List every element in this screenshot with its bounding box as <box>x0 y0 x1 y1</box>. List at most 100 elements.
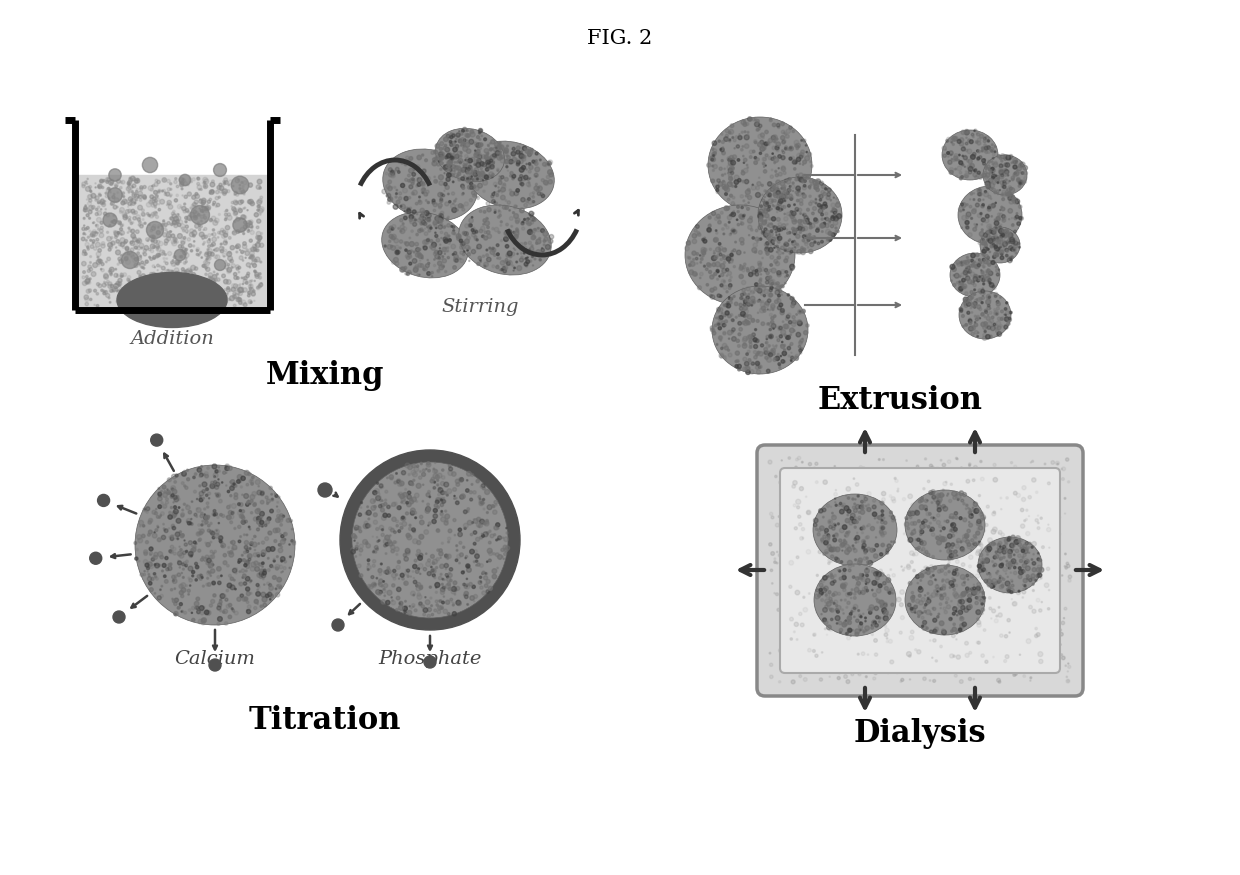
Circle shape <box>136 179 139 182</box>
Circle shape <box>145 302 150 306</box>
Circle shape <box>765 341 768 344</box>
Circle shape <box>775 300 779 304</box>
Circle shape <box>417 594 422 599</box>
Circle shape <box>533 213 534 214</box>
Circle shape <box>188 551 193 556</box>
Circle shape <box>737 206 739 208</box>
Circle shape <box>268 592 272 597</box>
Circle shape <box>844 609 848 612</box>
Circle shape <box>968 555 973 559</box>
Circle shape <box>441 601 444 604</box>
Circle shape <box>963 269 968 273</box>
Circle shape <box>950 264 955 270</box>
Circle shape <box>249 548 250 550</box>
Circle shape <box>219 610 222 612</box>
Circle shape <box>467 511 469 512</box>
Circle shape <box>947 623 950 626</box>
Circle shape <box>795 354 799 359</box>
Circle shape <box>257 490 262 495</box>
Circle shape <box>408 491 410 494</box>
Circle shape <box>813 634 815 636</box>
Circle shape <box>723 332 725 334</box>
Circle shape <box>399 219 403 222</box>
Circle shape <box>976 610 981 614</box>
Circle shape <box>503 231 508 235</box>
Circle shape <box>702 255 704 257</box>
Circle shape <box>190 270 192 273</box>
Circle shape <box>771 324 776 328</box>
Circle shape <box>957 471 961 474</box>
Ellipse shape <box>712 286 808 374</box>
Circle shape <box>259 511 264 516</box>
Circle shape <box>839 628 843 632</box>
Circle shape <box>976 617 978 620</box>
Circle shape <box>711 158 713 161</box>
Circle shape <box>185 229 188 233</box>
Circle shape <box>212 237 217 242</box>
Circle shape <box>960 310 962 312</box>
Circle shape <box>879 515 882 519</box>
Circle shape <box>838 504 841 507</box>
Circle shape <box>258 585 260 588</box>
Circle shape <box>777 189 779 191</box>
Circle shape <box>1003 234 1007 238</box>
Circle shape <box>1025 509 1028 511</box>
Circle shape <box>950 514 954 518</box>
Circle shape <box>1013 172 1018 177</box>
Circle shape <box>435 234 438 237</box>
Circle shape <box>234 220 236 222</box>
Circle shape <box>843 569 846 571</box>
Circle shape <box>219 183 222 186</box>
Circle shape <box>949 500 952 502</box>
Circle shape <box>755 186 759 190</box>
Circle shape <box>799 612 802 615</box>
Circle shape <box>839 580 843 583</box>
Circle shape <box>978 559 981 561</box>
Circle shape <box>233 295 237 298</box>
Circle shape <box>970 264 972 267</box>
Circle shape <box>968 159 972 164</box>
Circle shape <box>825 628 826 630</box>
Circle shape <box>146 213 149 215</box>
Circle shape <box>236 218 239 221</box>
Circle shape <box>424 240 429 244</box>
Circle shape <box>172 535 177 539</box>
Circle shape <box>157 227 159 228</box>
Circle shape <box>460 246 463 249</box>
Circle shape <box>887 578 890 583</box>
Circle shape <box>505 178 508 181</box>
Circle shape <box>932 572 935 575</box>
Circle shape <box>415 164 420 169</box>
Circle shape <box>972 152 976 156</box>
Circle shape <box>233 579 236 581</box>
Circle shape <box>213 473 218 478</box>
Circle shape <box>211 555 215 559</box>
Circle shape <box>387 229 391 233</box>
Circle shape <box>743 156 744 157</box>
Circle shape <box>435 498 440 502</box>
Circle shape <box>776 180 780 185</box>
Circle shape <box>810 223 811 225</box>
Circle shape <box>998 662 1001 664</box>
Circle shape <box>477 175 480 178</box>
Circle shape <box>734 180 739 185</box>
Circle shape <box>977 618 980 620</box>
Circle shape <box>181 300 182 303</box>
Circle shape <box>231 480 234 484</box>
Circle shape <box>207 248 210 250</box>
Circle shape <box>870 626 873 629</box>
Circle shape <box>780 197 781 198</box>
Circle shape <box>456 234 461 238</box>
Circle shape <box>968 511 971 514</box>
Circle shape <box>1008 233 1013 237</box>
Circle shape <box>476 150 480 154</box>
Circle shape <box>466 172 471 176</box>
Circle shape <box>89 239 92 242</box>
Circle shape <box>1006 255 1008 257</box>
Circle shape <box>799 522 802 526</box>
Circle shape <box>476 163 481 167</box>
Circle shape <box>234 611 238 615</box>
Circle shape <box>485 489 490 494</box>
Circle shape <box>397 506 401 509</box>
Ellipse shape <box>383 149 477 221</box>
